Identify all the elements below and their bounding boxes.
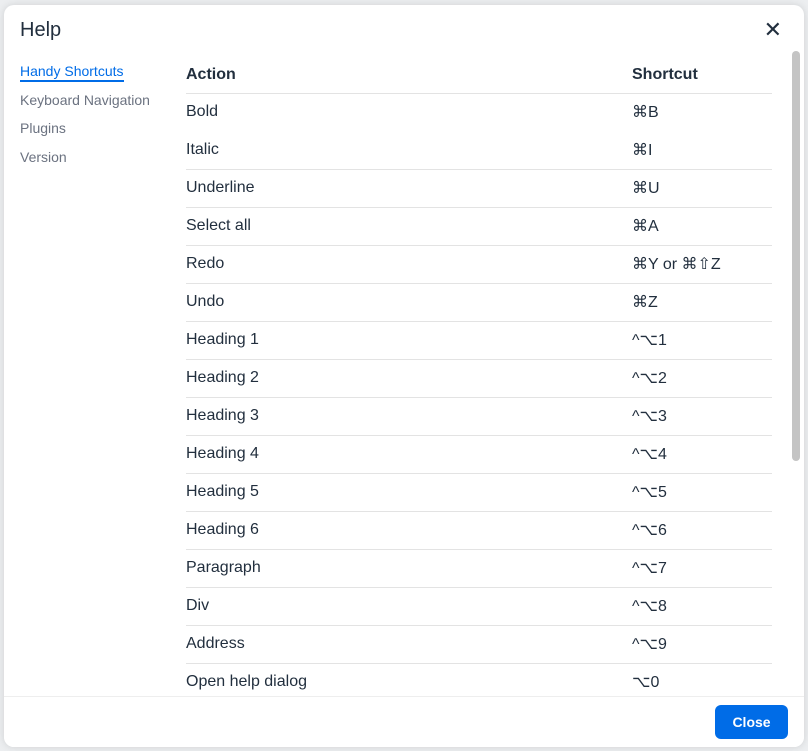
shortcut-cell: ^⌥7 <box>632 548 772 587</box>
close-icon[interactable]: ✕ <box>763 17 782 42</box>
action-cell: Heading 3 <box>186 396 632 435</box>
table-row: Select all ⌘A <box>186 206 772 245</box>
action-cell: Italic <box>186 140 219 158</box>
shortcuts-panel: Action Shortcut Bold ⌘B Italic ⌘I Underline ⌘… <box>186 53 772 696</box>
shortcut-cell: ^⌥6 <box>632 510 772 549</box>
dialog-footer: Close <box>4 696 804 747</box>
table-row: Heading 2 ^⌥2 <box>186 358 772 397</box>
action-cell: Redo <box>186 244 632 283</box>
action-cell: Address <box>186 624 632 663</box>
table-row: Open help dialog ⌥0 <box>186 662 772 696</box>
table-row: Bold ⌘B <box>186 92 772 131</box>
action-cell: Open help dialog <box>186 662 632 696</box>
tab-label: Plugins <box>20 120 66 136</box>
scrollbar[interactable] <box>791 51 801 696</box>
help-dialog: Help ✕ Handy Shortcuts Keyboard Navigatio… <box>4 5 804 747</box>
action-cell: Div <box>186 586 632 625</box>
shortcut-cell: ^⌥3 <box>632 396 772 435</box>
shortcut-cell: ⌘Y or ⌘⇧Z <box>632 244 772 283</box>
table-row: Underline ⌘U <box>186 168 772 207</box>
action-cell: Undo <box>186 282 632 321</box>
action-cell: Select all <box>186 206 632 245</box>
shortcut-cell: ⌘I <box>632 141 653 159</box>
action-cell: Paragraph <box>186 548 632 587</box>
shortcut-cell: ^⌥4 <box>632 434 772 473</box>
action-cell: Underline <box>186 168 632 207</box>
action-cell: Heading 6 <box>186 510 632 549</box>
table-row: Heading 3 ^⌥3 <box>186 396 772 435</box>
tab-keyboard-navigation[interactable]: Keyboard Navigation <box>20 92 150 121</box>
scrollbar-thumb[interactable] <box>792 51 800 461</box>
tab-plugins[interactable]: Plugins <box>20 120 150 149</box>
dialog-title: Help <box>20 19 62 41</box>
close-button[interactable]: Close <box>715 705 788 739</box>
shortcut-cell: ⌘B <box>632 92 772 131</box>
shortcuts-table: Action Shortcut Bold ⌘B Italic ⌘I Underline ⌘… <box>186 53 772 696</box>
action-cell: Heading 1 <box>186 320 632 359</box>
shortcut-cell: ^⌥9 <box>632 624 772 663</box>
table-row: Paragraph ^⌥7 <box>186 548 772 587</box>
shortcut-cell: ⌘U <box>632 168 772 207</box>
tab-version[interactable]: Version <box>20 149 150 178</box>
table-row: Address ^⌥9 <box>186 624 772 663</box>
table-row: Heading 1 ^⌥1 <box>186 320 772 359</box>
shortcut-cell: ^⌥1 <box>632 320 772 359</box>
table-row: Redo ⌘Y or ⌘⇧Z <box>186 244 772 283</box>
table-row: Undo ⌘Z <box>186 282 772 321</box>
action-cell: Heading 2 <box>186 358 632 397</box>
action-cell: Heading 5 <box>186 472 632 511</box>
shortcut-cell: ^⌥5 <box>632 472 772 511</box>
shortcut-cell: ⌘Z <box>632 282 772 321</box>
table-row: Heading 5 ^⌥5 <box>186 472 772 511</box>
shortcut-cell: ^⌥8 <box>632 586 772 625</box>
help-tabs: Handy Shortcuts Keyboard Navigation Plugin… <box>20 63 150 177</box>
shortcut-cell: ⌥0 <box>632 662 772 696</box>
column-header-shortcut: Shortcut <box>632 65 698 83</box>
table-row: Heading 6 ^⌥6 <box>186 510 772 549</box>
tab-handy-shortcuts[interactable]: Handy Shortcuts <box>20 63 150 92</box>
tab-label: Version <box>20 148 67 165</box>
shortcut-cell: ^⌥2 <box>632 358 772 397</box>
action-cell: Heading 4 <box>186 434 632 473</box>
shortcut-cell: ⌘A <box>632 206 772 245</box>
table-row: Div ^⌥8 <box>186 586 772 625</box>
action-cell: Bold <box>186 92 632 131</box>
table-row: Heading 4 ^⌥4 <box>186 434 772 473</box>
tab-label: Handy Shortcuts <box>20 63 124 82</box>
table-row: Italic ⌘I <box>186 131 772 169</box>
tab-label: Keyboard Navigation <box>20 91 150 108</box>
column-header-action: Action <box>186 65 236 83</box>
